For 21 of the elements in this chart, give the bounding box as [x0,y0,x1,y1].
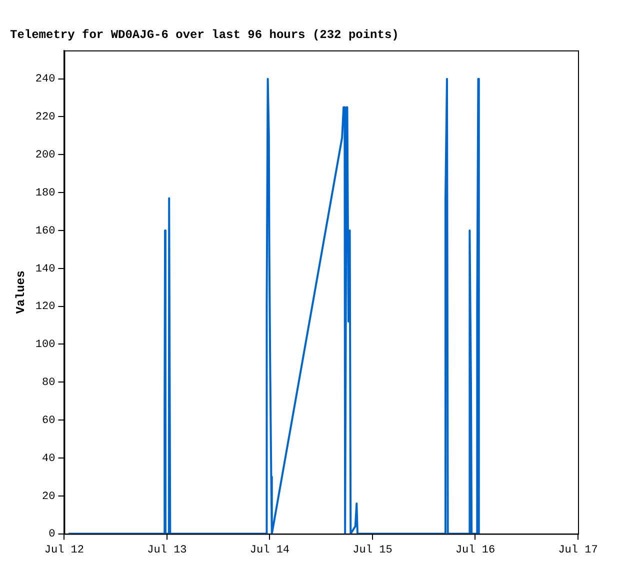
y-axis-title: Values [14,270,28,314]
x-tick-label: Jul 12 [44,544,84,556]
y-tick-label: 40 [42,452,56,465]
y-tick-label: 140 [35,263,56,276]
y-tick-label: 60 [42,414,56,427]
x-tick-label: Jul 16 [455,544,496,556]
chart-title: Telemetry for WD0AJG-6 over last 96 hours (232 points) [10,28,399,42]
x-tick-label: Jul 17 [558,544,598,556]
y-tick-label: 120 [35,301,56,314]
y-tick-label: 20 [42,490,56,503]
x-tick-label: Jul 15 [352,544,392,556]
y-tick-label: 0 [48,528,56,541]
y-tick-label: 160 [35,225,56,238]
y-tick-label: 100 [35,339,56,352]
y-tick-label: 180 [35,187,56,200]
y-tick-label: 240 [35,74,56,86]
y-tick-label: 80 [42,377,56,390]
x-tick-label: Jul 13 [147,544,187,556]
y-tick-label: 220 [35,112,56,124]
y-tick-label: 200 [35,150,56,162]
x-tick-label: Jul 14 [250,544,290,556]
